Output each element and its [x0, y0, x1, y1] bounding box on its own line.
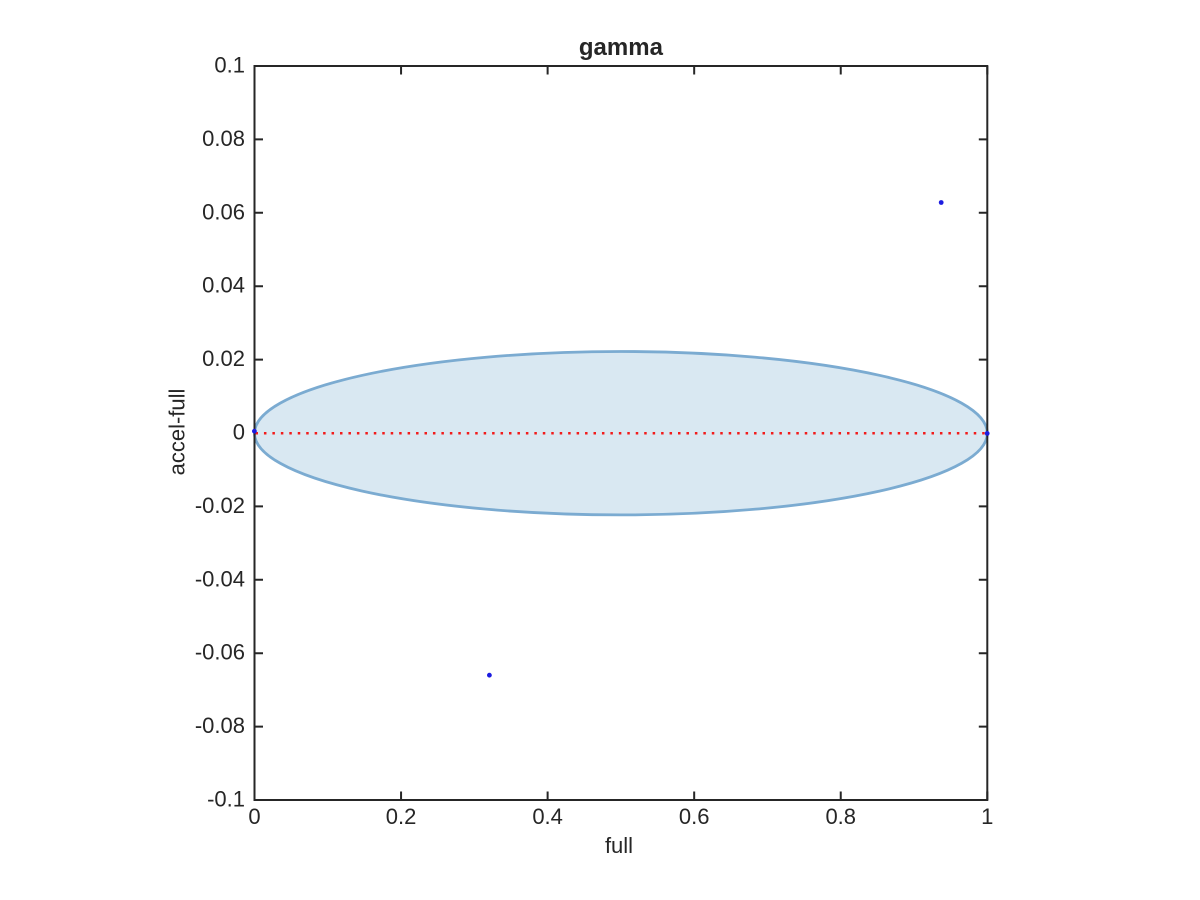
svg-text:0.2: 0.2 — [386, 804, 417, 829]
svg-text:0.04: 0.04 — [202, 273, 245, 298]
svg-text:0: 0 — [248, 804, 260, 829]
svg-text:0.6: 0.6 — [679, 804, 710, 829]
svg-text:accel-full: accel-full — [165, 389, 190, 476]
svg-text:full: full — [605, 833, 633, 858]
svg-text:-0.1: -0.1 — [207, 787, 245, 812]
svg-text:0.06: 0.06 — [202, 199, 245, 224]
svg-text:0.8: 0.8 — [825, 804, 856, 829]
svg-text:0.08: 0.08 — [202, 126, 245, 151]
svg-text:0.1: 0.1 — [214, 53, 245, 78]
svg-text:-0.02: -0.02 — [195, 493, 245, 518]
svg-text:0.02: 0.02 — [202, 346, 245, 371]
svg-text:gamma: gamma — [579, 34, 664, 61]
svg-text:-0.06: -0.06 — [195, 640, 245, 665]
svg-text:-0.08: -0.08 — [195, 713, 245, 738]
svg-text:1: 1 — [981, 804, 993, 829]
svg-text:0: 0 — [233, 420, 245, 445]
svg-text:-0.04: -0.04 — [195, 566, 245, 591]
svg-text:0.4: 0.4 — [532, 804, 563, 829]
